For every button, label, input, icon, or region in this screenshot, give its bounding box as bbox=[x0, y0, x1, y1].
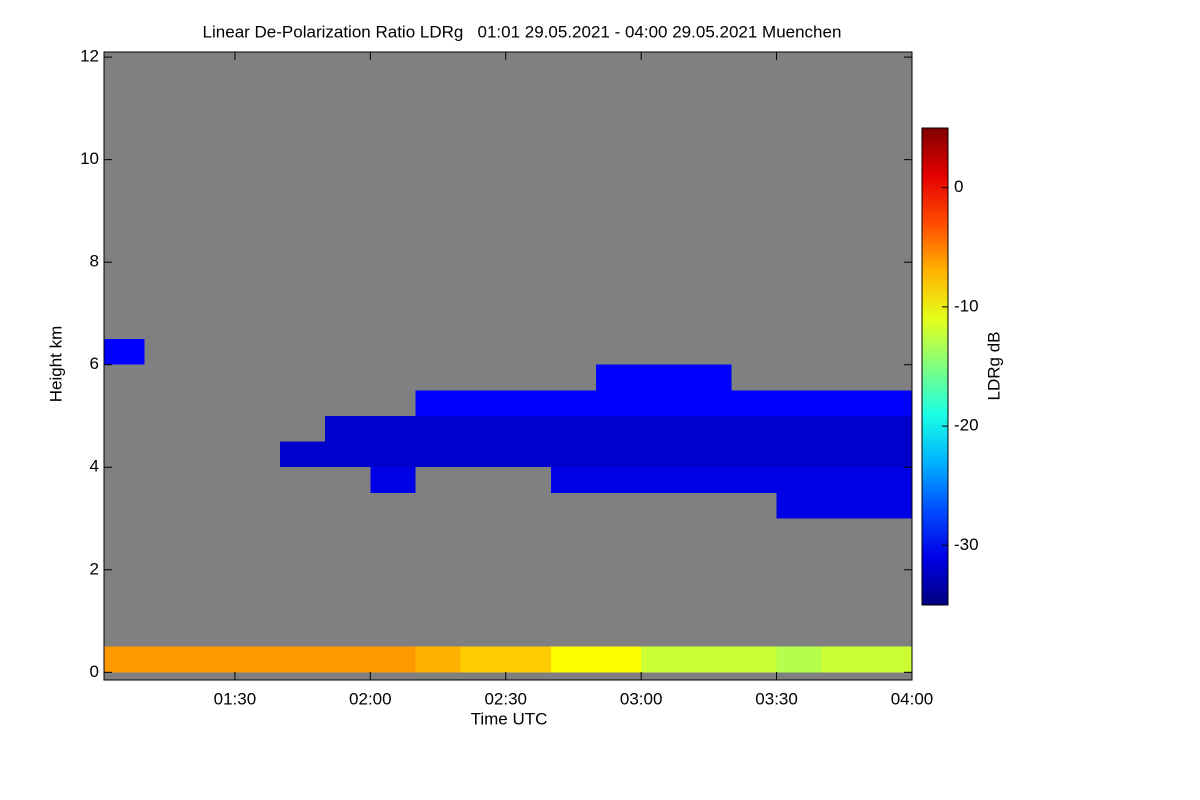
cell bbox=[550, 467, 597, 493]
colorbar-tick-label: -20 bbox=[954, 416, 979, 435]
cell bbox=[104, 339, 145, 365]
cell bbox=[821, 467, 867, 493]
cell bbox=[550, 646, 597, 673]
cell bbox=[821, 646, 867, 673]
y-tick-label: 0 bbox=[90, 662, 99, 681]
cell bbox=[415, 390, 461, 416]
cell bbox=[596, 390, 642, 416]
cell bbox=[641, 441, 687, 468]
cell bbox=[686, 467, 732, 493]
cell bbox=[596, 441, 642, 468]
y-tick-label: 12 bbox=[80, 47, 99, 66]
cell bbox=[460, 390, 506, 416]
x-tick-label: 03:30 bbox=[755, 689, 798, 708]
cell bbox=[866, 646, 912, 673]
cell bbox=[460, 415, 506, 442]
colorbar-label: LDRg dB bbox=[984, 332, 1003, 401]
cell bbox=[686, 364, 732, 391]
cell bbox=[866, 390, 912, 416]
cell bbox=[596, 646, 642, 673]
cell bbox=[641, 646, 687, 673]
cell bbox=[731, 415, 777, 442]
cell bbox=[776, 467, 822, 493]
cell bbox=[596, 364, 642, 391]
cell bbox=[641, 415, 687, 442]
plot-background bbox=[104, 52, 912, 680]
cell bbox=[821, 415, 867, 442]
cell bbox=[415, 415, 461, 442]
colorbar-tick-label: 0 bbox=[954, 177, 963, 196]
cell bbox=[596, 415, 642, 442]
cell bbox=[280, 646, 326, 673]
cell bbox=[189, 646, 235, 673]
cell bbox=[641, 467, 687, 493]
cell bbox=[144, 646, 190, 673]
x-axis-label: Time UTC bbox=[471, 709, 548, 728]
cell bbox=[731, 467, 777, 493]
cell bbox=[821, 492, 867, 519]
cell bbox=[104, 646, 145, 673]
cell bbox=[325, 441, 371, 468]
cell bbox=[731, 646, 777, 673]
cell bbox=[866, 492, 912, 519]
cell bbox=[821, 390, 867, 416]
cell bbox=[776, 390, 822, 416]
cell bbox=[460, 646, 506, 673]
cell bbox=[325, 415, 371, 442]
cell bbox=[731, 441, 777, 468]
cell bbox=[325, 646, 371, 673]
cell bbox=[866, 441, 912, 468]
cell bbox=[641, 390, 687, 416]
cell bbox=[866, 415, 912, 442]
cell bbox=[641, 364, 687, 391]
cell bbox=[550, 415, 597, 442]
cell bbox=[370, 441, 416, 468]
cell bbox=[686, 441, 732, 468]
cell bbox=[460, 441, 506, 468]
x-tick-label: 04:00 bbox=[891, 689, 934, 708]
cell bbox=[686, 390, 732, 416]
cell bbox=[505, 390, 551, 416]
cell bbox=[370, 415, 416, 442]
cell bbox=[776, 492, 822, 519]
cell bbox=[821, 441, 867, 468]
y-tick-label: 4 bbox=[90, 457, 99, 476]
y-tick-label: 6 bbox=[90, 354, 99, 373]
cell bbox=[234, 646, 281, 673]
cell bbox=[370, 467, 416, 493]
chart-title: Linear De-Polarization Ratio LDRg 01:01 … bbox=[203, 22, 842, 41]
cell bbox=[505, 441, 551, 468]
cell bbox=[686, 646, 732, 673]
y-tick-label: 2 bbox=[90, 559, 99, 578]
cell bbox=[550, 390, 597, 416]
cell bbox=[596, 467, 642, 493]
y-tick-label: 8 bbox=[90, 252, 99, 271]
y-tick-label: 10 bbox=[80, 149, 99, 168]
colorbar-tick-label: -30 bbox=[954, 535, 979, 554]
cell bbox=[731, 390, 777, 416]
cell bbox=[415, 646, 461, 673]
colorbar-tick-label: -10 bbox=[954, 296, 979, 315]
cell bbox=[776, 415, 822, 442]
y-axis-label: Height km bbox=[46, 326, 65, 403]
colorbar bbox=[921, 127, 949, 606]
cell bbox=[550, 441, 597, 468]
cell bbox=[370, 646, 416, 673]
cell bbox=[866, 467, 912, 493]
cell bbox=[776, 441, 822, 468]
x-tick-label: 03:00 bbox=[620, 689, 663, 708]
cell bbox=[280, 441, 326, 468]
cell bbox=[776, 646, 822, 673]
cell bbox=[415, 441, 461, 468]
cell bbox=[505, 646, 551, 673]
x-tick-label: 02:00 bbox=[349, 689, 392, 708]
x-tick-label: 02:30 bbox=[484, 689, 527, 708]
plot-frame bbox=[103, 51, 913, 681]
cell bbox=[505, 415, 551, 442]
cell bbox=[686, 415, 732, 442]
x-tick-label: 01:30 bbox=[214, 689, 257, 708]
